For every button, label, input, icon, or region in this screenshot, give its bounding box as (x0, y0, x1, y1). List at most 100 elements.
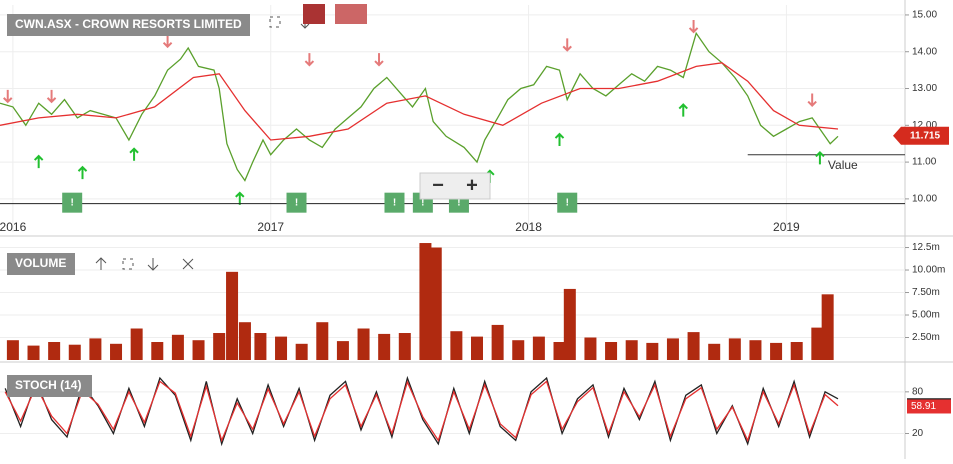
plot-layer: 10.00 11.00 12.00 13.00 14.00 15.00 2016 2017 20… (0, 5, 951, 447)
panel-label: VOLUME (15, 256, 66, 270)
volume-bar (605, 342, 618, 360)
volume-bar (378, 333, 391, 360)
buy-arrow (77, 165, 88, 180)
volume-bar (429, 247, 442, 360)
series-line (0, 31, 839, 182)
buy-arrow (815, 151, 825, 165)
zoom-in[interactable]: + (466, 174, 478, 196)
panel-label-box (7, 375, 92, 397)
y-tick-label: 80 (912, 386, 924, 397)
series-line (0, 62, 839, 141)
volume-bar (27, 345, 40, 360)
value-label: Value (828, 158, 858, 172)
volume-bar (238, 322, 251, 360)
buy-arrow (33, 154, 44, 169)
toolbar-button[interactable] (303, 4, 325, 24)
zoom-controls: − + (419, 172, 491, 200)
volume-bar (770, 342, 783, 360)
volume-bar (821, 294, 834, 360)
y-tick-label: 15.00 (912, 10, 937, 21)
sell-arrow (3, 89, 13, 104)
event-marker-label: ! (421, 197, 424, 208)
panel-label-box (7, 253, 75, 275)
stoch-badge: STOCH (14) (7, 375, 92, 397)
x-tick-label: 2017 (257, 220, 284, 234)
series-line (4, 375, 839, 447)
event-marker[interactable] (384, 192, 405, 213)
volume-bar (171, 334, 184, 360)
volume-bar (470, 336, 483, 360)
y-tick-label: 12.00 (912, 120, 937, 131)
volume-bar (532, 336, 545, 360)
volume-bar (728, 338, 741, 360)
x-tick-label: 2016 (0, 220, 27, 234)
zoom-box (419, 172, 491, 200)
panel-icons[interactable] (95, 257, 194, 271)
expand-icon[interactable] (122, 258, 134, 270)
y-tick-label: 5.00m (912, 310, 940, 321)
chart-title: CWN.ASX - CROWN RESORTS LIMITED (15, 17, 242, 31)
volume-bar (491, 324, 504, 360)
buy-arrow (678, 103, 688, 117)
volume-bar (357, 328, 370, 360)
y-tick-label: 11.00 (912, 157, 937, 168)
sell-arrow (46, 89, 57, 104)
volume-bar (666, 338, 679, 360)
volume-bar (213, 333, 226, 360)
sell-arrow (374, 53, 384, 67)
volume-bar (89, 338, 102, 360)
buy-arrow (235, 191, 245, 205)
volume-bar (811, 327, 824, 360)
volume-bar (790, 342, 803, 360)
event-marker[interactable] (557, 192, 578, 213)
volume-badge: VOLUME (7, 253, 75, 275)
y-tick-label: 12.5m (912, 242, 940, 253)
volume-bar (295, 343, 308, 360)
volume-bar (749, 340, 762, 360)
volume-bar (687, 332, 700, 360)
sell-arrow (807, 93, 817, 107)
y-tick-label: 13.00 (912, 83, 937, 94)
volume-bar (646, 342, 659, 360)
volume-bar (553, 342, 566, 360)
volume-bar (316, 322, 329, 360)
event-marker-label: ! (566, 197, 569, 208)
panel-label: STOCH (14) (15, 378, 81, 392)
event-marker-label: ! (393, 197, 396, 208)
volume-bar (419, 243, 432, 360)
volume-bar (6, 340, 19, 360)
buy-arrow (554, 132, 565, 147)
volume-bar (226, 271, 239, 360)
title-box (7, 14, 250, 36)
sell-arrow (304, 53, 315, 67)
volume-bar (625, 340, 638, 360)
expand-icon[interactable] (269, 16, 281, 28)
buy-arrow (129, 147, 139, 161)
volume-bar (68, 344, 81, 360)
volume-bar (254, 333, 267, 360)
volume-bar (336, 341, 349, 360)
y-tick-label: 14.00 (912, 46, 937, 57)
last-value-box (907, 399, 951, 414)
event-marker[interactable] (62, 192, 83, 213)
event-marker-label: ! (71, 197, 74, 208)
x-tick-label: 2018 (515, 220, 542, 234)
title-badge: CWN.ASX - CROWN RESORTS LIMITED (7, 14, 250, 36)
y-tick-label: 20 (912, 428, 924, 439)
toolbar-button[interactable] (335, 4, 367, 24)
volume-bar (151, 342, 164, 360)
volume-bar (275, 336, 288, 360)
event-marker-label: ! (295, 197, 298, 208)
zoom-out[interactable]: − (432, 174, 444, 196)
last-value-badge: 11.715 (893, 126, 949, 145)
sell-arrow (162, 34, 173, 49)
volume-bar (584, 337, 597, 360)
volume-bar (192, 340, 205, 360)
volume-bar (708, 343, 721, 360)
volume-bar (48, 342, 61, 360)
event-marker[interactable] (286, 192, 307, 213)
last-value-label: 11.715 (910, 130, 940, 141)
volume-bar (130, 328, 143, 360)
series-line (4, 380, 839, 443)
